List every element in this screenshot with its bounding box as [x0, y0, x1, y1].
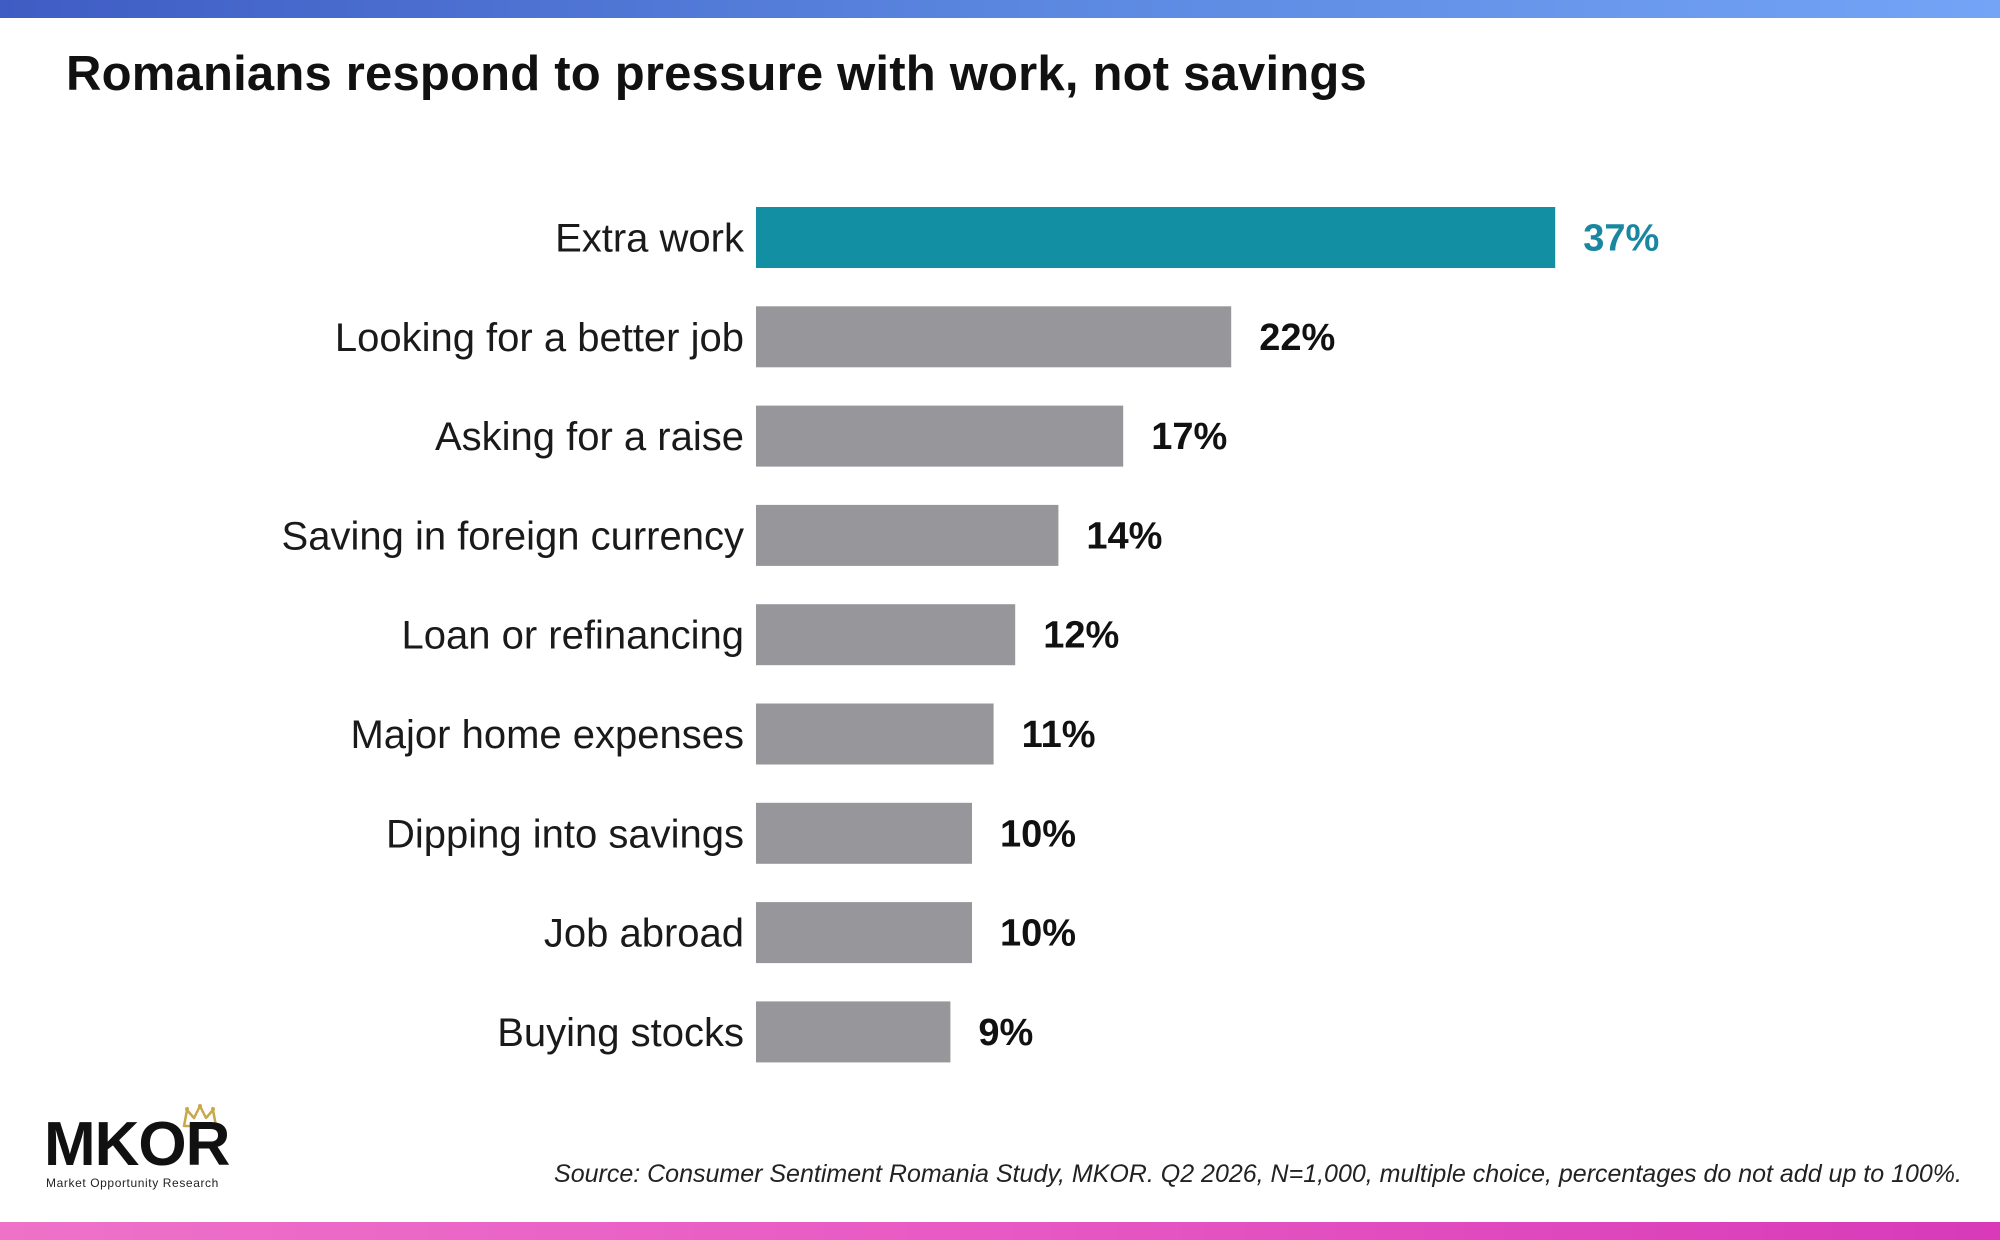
- category-label: Buying stocks: [497, 1011, 744, 1055]
- value-label: 17%: [1151, 416, 1227, 458]
- bar: [756, 604, 1016, 666]
- value-label: 10%: [1000, 813, 1076, 855]
- category-label: Loan or refinancing: [402, 614, 744, 658]
- bar: [756, 504, 1059, 566]
- logo-wordmark: MKOR: [44, 1110, 230, 1179]
- bar: [756, 703, 994, 765]
- bottom-accent-bar: [0, 1222, 2000, 1240]
- crown-icon: [182, 1104, 218, 1128]
- bar: [756, 802, 972, 864]
- category-label: Major home expenses: [350, 713, 744, 757]
- category-label: Looking for a better job: [335, 316, 744, 360]
- value-label: 12%: [1043, 615, 1119, 657]
- category-label: Asking for a raise: [435, 415, 744, 459]
- category-label: Extra work: [555, 217, 745, 261]
- bar: [756, 405, 1124, 467]
- bar: [756, 1001, 951, 1063]
- top-accent-bar: [0, 0, 2000, 18]
- value-label: 14%: [1086, 515, 1162, 557]
- value-label: 37%: [1583, 218, 1659, 260]
- source-note: Source: Consumer Sentiment Romania Study…: [554, 1160, 1962, 1188]
- value-label: 11%: [1022, 714, 1096, 756]
- value-label: 9%: [978, 1012, 1033, 1054]
- category-label: Dipping into savings: [386, 812, 744, 856]
- category-label: Job abroad: [544, 912, 744, 956]
- chart-title: Romanians respond to pressure with work,…: [66, 47, 1367, 101]
- value-label: 22%: [1259, 317, 1335, 359]
- mkor-logo: MKOR Market Opportunity Research: [44, 1104, 284, 1192]
- bar: [756, 902, 972, 964]
- logo-tagline: Market Opportunity Research: [46, 1176, 219, 1190]
- bar: [756, 207, 1556, 268]
- value-label: 10%: [1000, 913, 1076, 955]
- category-label: Saving in foreign currency: [282, 514, 744, 558]
- bar: [756, 306, 1232, 368]
